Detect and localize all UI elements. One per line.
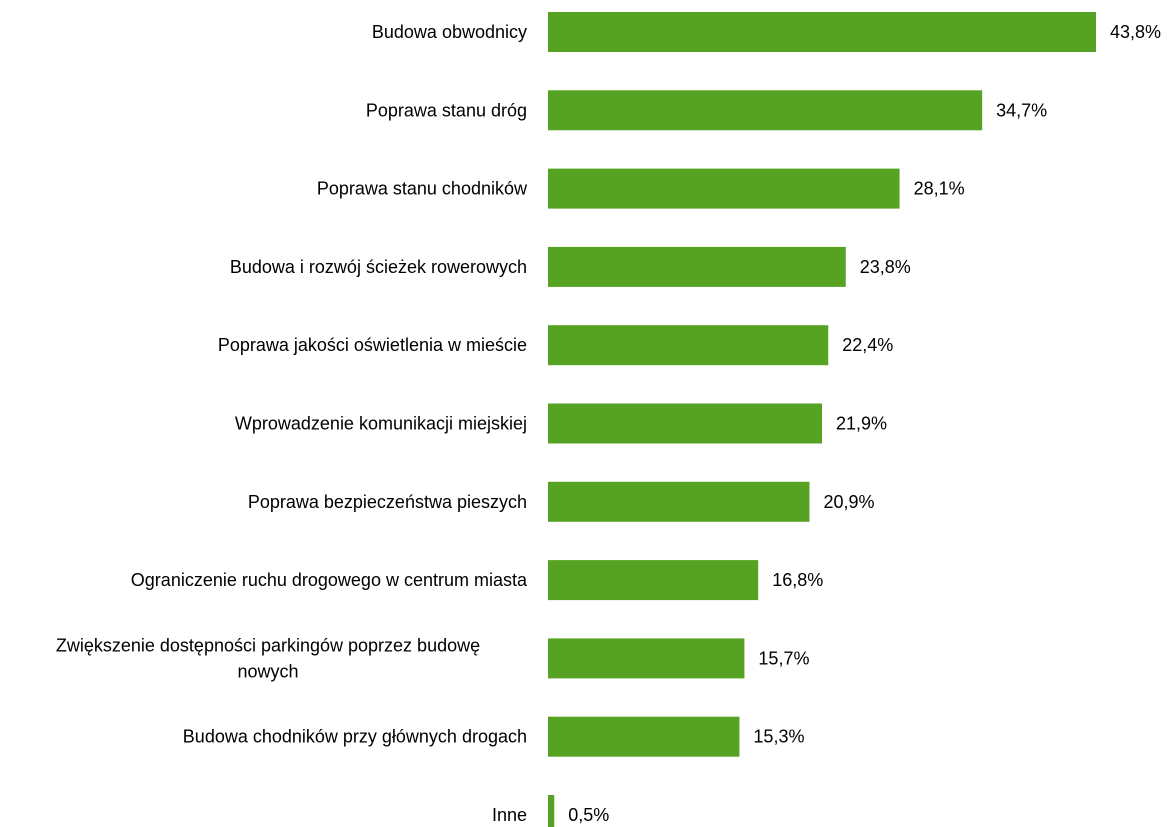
category-label-line: Zwiększenie dostępności parkingów poprze… <box>56 635 480 655</box>
category-label-line: Poprawa bezpieczeństwa pieszych <box>248 492 527 512</box>
data-label: 21,9% <box>836 414 887 434</box>
category-label-line: Poprawa stanu dróg <box>366 100 527 120</box>
category-label: Poprawa stanu dróg <box>366 100 527 120</box>
category-label: Zwiększenie dostępności parkingów poprze… <box>56 635 480 681</box>
category-label-line: Wprowadzenie komunikacji miejskiej <box>235 414 527 434</box>
bar <box>548 795 555 827</box>
category-label-line: Poprawa stanu chodników <box>317 179 528 199</box>
category-label-line: Poprawa jakości oświetlenia w mieście <box>218 335 527 355</box>
category-label-line: Inne <box>492 805 527 825</box>
bars-layer <box>548 12 1096 827</box>
category-label: Budowa chodników przy głównych drogach <box>183 727 527 747</box>
data-label: 34,7% <box>996 100 1047 120</box>
category-label-line: nowych <box>237 661 298 681</box>
data-label: 28,1% <box>914 179 965 199</box>
data-label: 15,7% <box>758 648 809 668</box>
bar <box>548 90 983 131</box>
category-label: Budowa obwodnicy <box>372 22 527 42</box>
bar <box>548 325 829 366</box>
data-label: 0,5% <box>568 805 609 825</box>
bar <box>548 560 759 601</box>
category-labels: Budowa obwodnicy Poprawa stanu dróg Popraw… <box>56 22 528 825</box>
category-label: Budowa i rozwój ścieżek rowerowych <box>230 257 527 277</box>
bar <box>548 481 810 522</box>
category-label: Poprawa jakości oświetlenia w mieście <box>218 335 527 355</box>
data-label: 22,4% <box>842 335 893 355</box>
data-label: 23,8% <box>860 257 911 277</box>
bar <box>548 716 740 757</box>
bar <box>548 168 900 209</box>
data-label: 15,3% <box>753 727 804 747</box>
bar <box>548 12 1096 52</box>
category-label-line: Ograniczenie ruchu drogowego w centrum m… <box>131 570 528 590</box>
value-labels: 43,8% 34,7% 28,1% 23,8% 22,4% 21,9% 20,9% 16,8%… <box>568 22 1161 825</box>
category-label-line: Budowa obwodnicy <box>372 22 527 42</box>
category-label: Poprawa stanu chodników <box>317 179 528 199</box>
data-label: 20,9% <box>823 492 874 512</box>
bar <box>548 246 846 287</box>
category-label: Poprawa bezpieczeństwa pieszych <box>248 492 527 512</box>
category-label: Ograniczenie ruchu drogowego w centrum m… <box>131 570 528 590</box>
category-label: Inne <box>492 805 527 825</box>
category-label-line: Budowa i rozwój ścieżek rowerowych <box>230 257 527 277</box>
bar <box>548 403 822 444</box>
data-label: 16,8% <box>772 570 823 590</box>
bar <box>548 638 745 679</box>
category-label: Wprowadzenie komunikacji miejskiej <box>235 414 527 434</box>
data-label: 43,8% <box>1110 22 1161 42</box>
category-label-line: Budowa chodników przy głównych drogach <box>183 727 527 747</box>
